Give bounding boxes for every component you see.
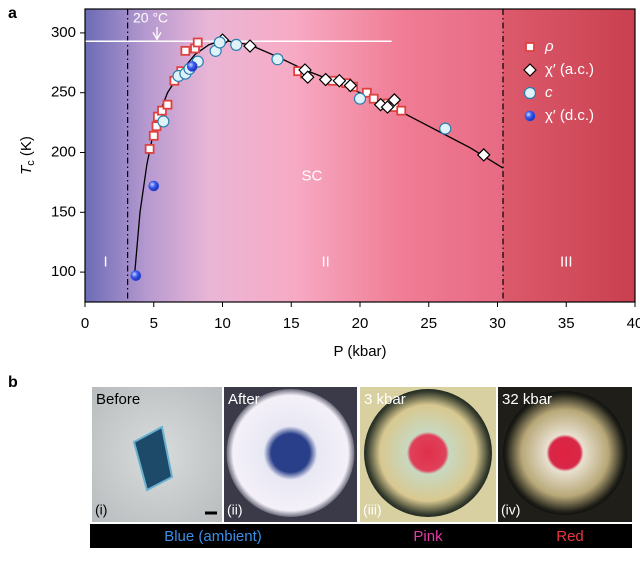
y-axis-label: Tc (K) [18,136,37,175]
x-tick-label: 10 [214,315,231,332]
marker [130,270,142,281]
marker [157,105,167,116]
legend-label: ρ [544,38,554,55]
x-tick-label: 25 [420,315,437,332]
marker [230,38,243,51]
y-axis-label-part: T [18,164,35,175]
x-tick-label: 30 [489,315,506,332]
x-tick-label: 20 [352,315,369,332]
region-bg [503,9,635,302]
marker [523,63,537,77]
annotation: III [560,254,573,271]
panel-label: b [8,374,18,391]
x-tick-label: 0 [81,315,89,332]
marker [157,115,170,128]
marker [271,53,284,66]
marker [332,73,347,88]
marker [396,105,407,116]
color-label: Red [556,528,584,545]
legend-label: c [545,84,553,101]
photo-disc [503,391,627,515]
photo-disc [364,389,492,517]
marker [148,180,160,192]
color-label: Blue (ambient) [164,528,262,545]
photo-disc [226,389,355,517]
annotation: 20 °C [133,10,168,26]
photo-index: (i) [95,502,107,518]
x-tick-label: 35 [558,315,575,332]
region-bg [85,9,503,302]
photo-label: Before [96,391,140,408]
marker [144,144,155,154]
photos: Before (i) After (ii) 3 kbar (iii) 32 kbar (iv)… [90,387,632,548]
y-axis-label-part: c [25,160,37,166]
y-tick-label: 300 [51,24,76,41]
photo-index: (iii) [363,502,382,518]
marker [300,70,315,85]
marker [192,37,203,48]
marker [524,110,536,122]
marker [380,100,395,114]
marker [186,61,198,72]
x-tick-label: 5 [150,315,158,332]
marker [476,148,491,162]
arrow [152,27,162,41]
annotation: SC [301,167,322,184]
marker [361,87,372,98]
panel-label: a [8,5,17,22]
annotation: II [321,254,329,271]
photo-label: After [228,391,260,408]
crystal [132,425,174,492]
photo-index: (iv) [501,502,520,518]
marker [353,92,367,105]
photo-index: (ii) [227,502,243,518]
color-label: Pink [413,528,443,545]
marker [439,122,452,135]
marker [368,93,379,104]
y-tick-label: 250 [51,84,76,101]
x-tick-label: 40 [627,315,640,332]
y-axis-label-part: (K) [18,136,35,160]
marker [523,86,537,100]
x-axis-label: P (kbar) [333,343,386,360]
color-bar [90,524,632,548]
marker [343,78,358,93]
y-tick-label: 150 [51,203,76,220]
legend-label: χ′ (d.c.) [545,107,594,124]
photo-label: 32 kbar [502,391,552,408]
marker [525,42,535,52]
marker [387,93,402,107]
marker [148,130,159,141]
marker [162,99,173,110]
y-tick-label: 200 [51,143,76,160]
marker [318,72,333,87]
legend-label: χ′ (a.c.) [545,61,594,78]
x-tick-label: 15 [283,315,300,332]
y-tick-label: 100 [51,263,76,280]
photo-label: 3 kbar [364,391,406,408]
marker [243,39,257,53]
marker [180,45,191,56]
marker [213,36,226,49]
annotation: I [104,254,108,271]
